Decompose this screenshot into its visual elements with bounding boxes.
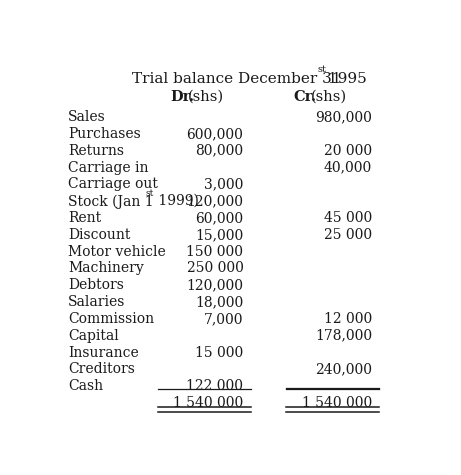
Text: Purchases: Purchases [68, 127, 141, 141]
Text: 15,000: 15,000 [195, 228, 243, 242]
Text: Motor vehicle: Motor vehicle [68, 245, 166, 258]
Text: 7,000: 7,000 [204, 312, 243, 326]
Text: 120,000: 120,000 [186, 278, 243, 292]
Text: Dr.: Dr. [170, 90, 194, 104]
Text: 240,000: 240,000 [315, 362, 372, 376]
Text: Carriage out: Carriage out [68, 177, 158, 191]
Text: Salaries: Salaries [68, 295, 126, 309]
Text: 122 000: 122 000 [186, 379, 243, 393]
Text: Returns: Returns [68, 143, 124, 158]
Text: 178,000: 178,000 [315, 329, 372, 343]
Text: 20 000: 20 000 [324, 143, 372, 158]
Text: Insurance: Insurance [68, 346, 139, 360]
Text: 60,000: 60,000 [195, 211, 243, 225]
Text: Commission: Commission [68, 312, 154, 326]
Text: 12 000: 12 000 [324, 312, 372, 326]
Text: 80,000: 80,000 [195, 143, 243, 158]
Text: Stock (Jan 1: Stock (Jan 1 [68, 194, 154, 209]
Text: 250 000: 250 000 [187, 261, 243, 275]
Text: 1999): 1999) [154, 194, 199, 208]
Text: Creditors: Creditors [68, 362, 135, 376]
Text: Cash: Cash [68, 379, 103, 393]
Text: Machinery: Machinery [68, 261, 144, 275]
Text: (shs): (shs) [188, 90, 224, 104]
Text: Debtors: Debtors [68, 278, 124, 292]
Text: 25 000: 25 000 [324, 228, 372, 242]
Text: 15 000: 15 000 [195, 346, 243, 360]
Text: 1 540 000: 1 540 000 [302, 396, 372, 410]
Text: 600,000: 600,000 [187, 127, 243, 141]
Text: 40,000: 40,000 [324, 161, 372, 174]
Text: st: st [318, 65, 327, 74]
Text: Trial balance December 31: Trial balance December 31 [131, 72, 341, 86]
Text: Sales: Sales [68, 110, 106, 124]
Text: Rent: Rent [68, 211, 101, 225]
Text: 18,000: 18,000 [195, 295, 243, 309]
Text: 150 000: 150 000 [186, 245, 243, 258]
Text: Cr.: Cr. [293, 90, 316, 104]
Text: Carriage in: Carriage in [68, 161, 149, 174]
Text: Capital: Capital [68, 329, 119, 343]
Text: 3,000: 3,000 [204, 177, 243, 191]
Text: 120,000: 120,000 [186, 194, 243, 208]
Text: (shs): (shs) [311, 90, 348, 104]
Text: 1 540 000: 1 540 000 [173, 396, 243, 410]
Text: 980,000: 980,000 [315, 110, 372, 124]
Text: st: st [145, 190, 154, 199]
Text: 45 000: 45 000 [324, 211, 372, 225]
Text: 1995: 1995 [323, 72, 366, 86]
Text: Discount: Discount [68, 228, 131, 242]
